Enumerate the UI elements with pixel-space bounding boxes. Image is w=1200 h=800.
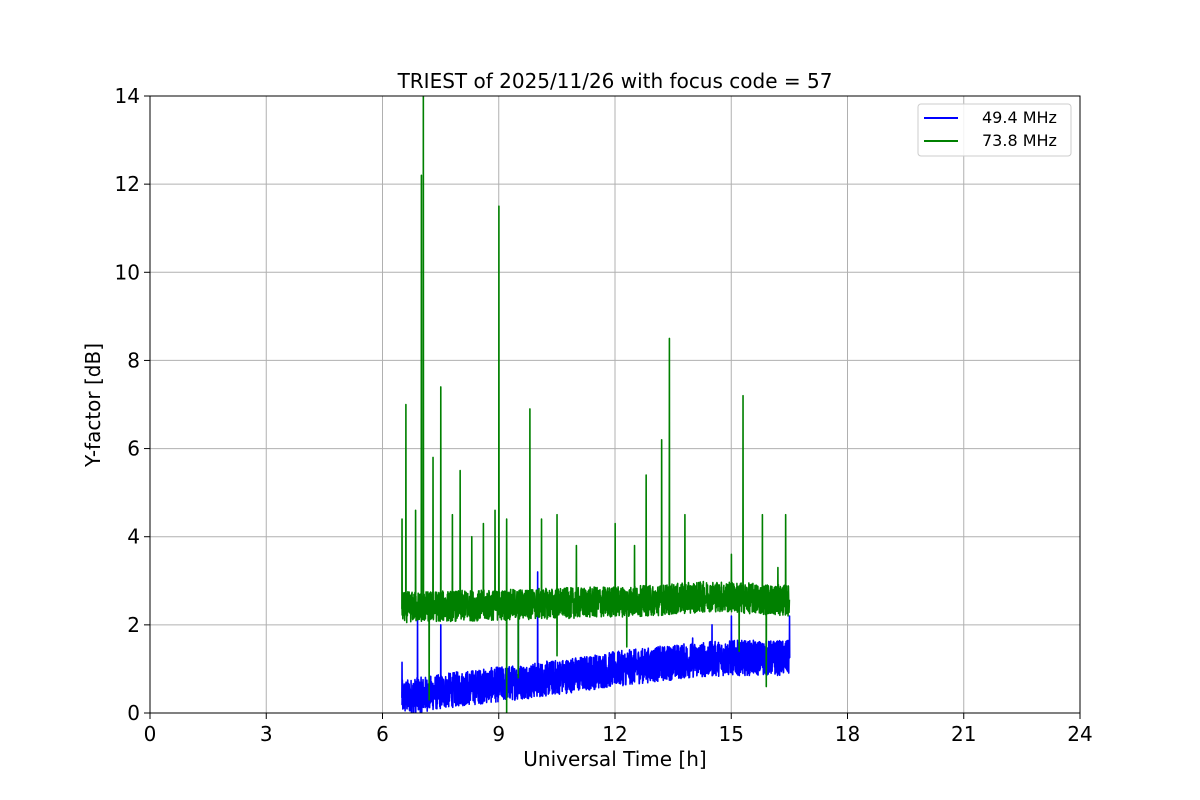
legend-label-49-4: 49.4 MHz <box>982 108 1057 127</box>
y-tick-label: 8 <box>127 348 140 372</box>
x-tick-label: 6 <box>376 722 389 746</box>
y-axis-label: Y-factor [dB] <box>81 343 105 468</box>
x-tick-label: 21 <box>951 722 976 746</box>
x-axis-label: Universal Time [h] <box>523 747 706 771</box>
legend: 49.4 MHz 73.8 MHz <box>917 103 1072 157</box>
x-tick-label: 0 <box>144 722 157 746</box>
plot-area <box>401 96 791 713</box>
y-tick-label: 6 <box>127 437 140 461</box>
x-tick-label: 3 <box>260 722 273 746</box>
y-tick-label: 4 <box>127 525 140 549</box>
y-tick-label: 10 <box>115 260 140 284</box>
y-axis-ticks: 0 2 4 6 8 10 12 14 <box>115 84 150 725</box>
chart-title: TRIEST of 2025/11/26 with focus code = 5… <box>397 69 833 93</box>
x-tick-label: 15 <box>719 722 744 746</box>
x-tick-label: 12 <box>602 722 627 746</box>
y-tick-label: 0 <box>127 701 140 725</box>
series-line-73-8-MHz <box>401 96 791 713</box>
y-tick-label: 2 <box>127 613 140 637</box>
x-tick-label: 9 <box>492 722 505 746</box>
x-tick-label: 18 <box>835 722 860 746</box>
y-tick-label: 12 <box>115 172 140 196</box>
y-tick-label: 14 <box>115 84 140 108</box>
legend-label-73-8: 73.8 MHz <box>982 131 1057 150</box>
x-axis-ticks: 0 3 6 9 12 15 18 21 24 <box>144 713 1093 746</box>
x-tick-label: 24 <box>1067 722 1092 746</box>
series-line-49-4-MHz <box>401 571 791 713</box>
